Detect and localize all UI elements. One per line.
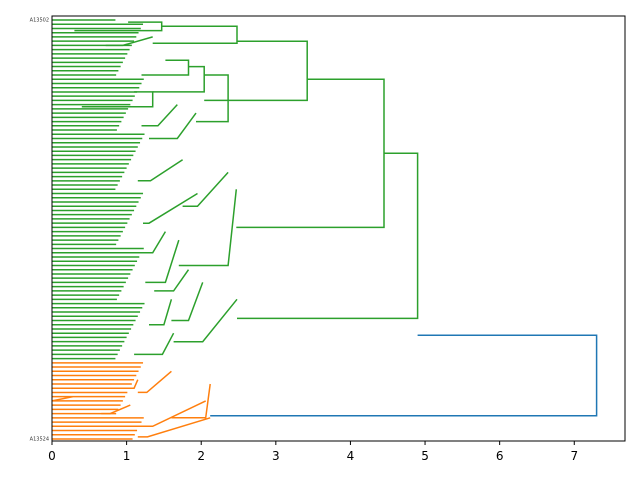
dendrogram-link — [152, 65, 205, 93]
leaf-labels: A13502 A13524 — [30, 18, 49, 443]
dendrogram-link — [137, 370, 172, 394]
dendrogram-link — [137, 417, 211, 438]
dendrogram-link — [137, 231, 167, 254]
dendrogram-link — [149, 299, 173, 326]
dendrogram-link — [182, 171, 229, 207]
dendrogram-link — [236, 78, 385, 229]
leaf-label: A13502 — [30, 18, 49, 24]
dendrogram-link — [171, 282, 204, 322]
dendrogram-link — [141, 59, 190, 76]
x-tick-label: 0 — [48, 449, 56, 463]
x-tick-label: 7 — [570, 449, 578, 463]
x-tick-label: 6 — [496, 449, 504, 463]
dendrogram-link — [149, 112, 197, 140]
dendrogram-link — [171, 383, 211, 419]
dendrogram-link — [178, 189, 238, 267]
dendrogram-link — [152, 25, 238, 45]
dendrogram-link — [196, 74, 229, 123]
plot-frame — [51, 15, 626, 442]
leaf-label: A13524 — [30, 437, 49, 443]
x-axis: 0 1 2 3 4 5 6 7 — [48, 441, 578, 463]
dendrogram-link — [74, 21, 163, 32]
dendrogram-link — [173, 298, 238, 343]
dendrogram-link — [204, 40, 308, 102]
dendrogram-link — [137, 159, 184, 182]
x-tick-label: 3 — [272, 449, 280, 463]
x-tick-label: 2 — [197, 449, 205, 463]
dendrogram-link — [141, 104, 178, 127]
dendrogram-link — [143, 192, 198, 224]
x-tick-label: 1 — [123, 449, 131, 463]
dendrogram-link — [134, 332, 175, 356]
dendrogram-link — [145, 239, 180, 284]
dendrogram-link — [237, 152, 419, 320]
dendrogram-link — [81, 91, 154, 108]
dendrogram-link — [154, 269, 190, 292]
x-tick-label: 5 — [421, 449, 429, 463]
x-tick-label: 4 — [347, 449, 355, 463]
dendrogram-links — [51, 19, 598, 440]
dendrogram-link — [210, 334, 598, 417]
